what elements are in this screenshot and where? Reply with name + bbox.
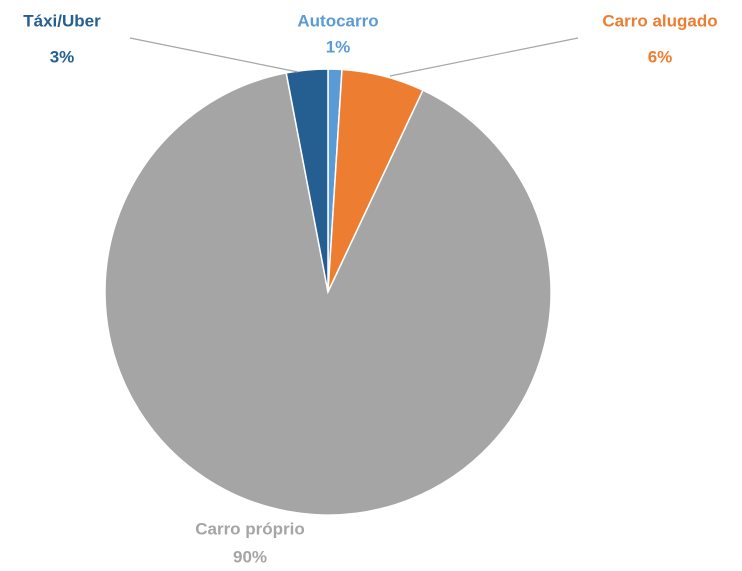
category-label: Táxi/Uber [23,11,101,30]
value-label: 3% [50,47,75,66]
leader-line [129,37,299,73]
value-label: 90% [233,547,267,566]
pie-slice [104,72,552,516]
leader-line [389,37,579,77]
value-label: 6% [648,47,673,66]
value-label: 1% [326,37,351,56]
pie-slice [285,68,329,293]
category-label: Carro alugado [602,11,717,30]
category-label: Autocarro [297,11,378,30]
category-label: Carro próprio [195,519,305,538]
